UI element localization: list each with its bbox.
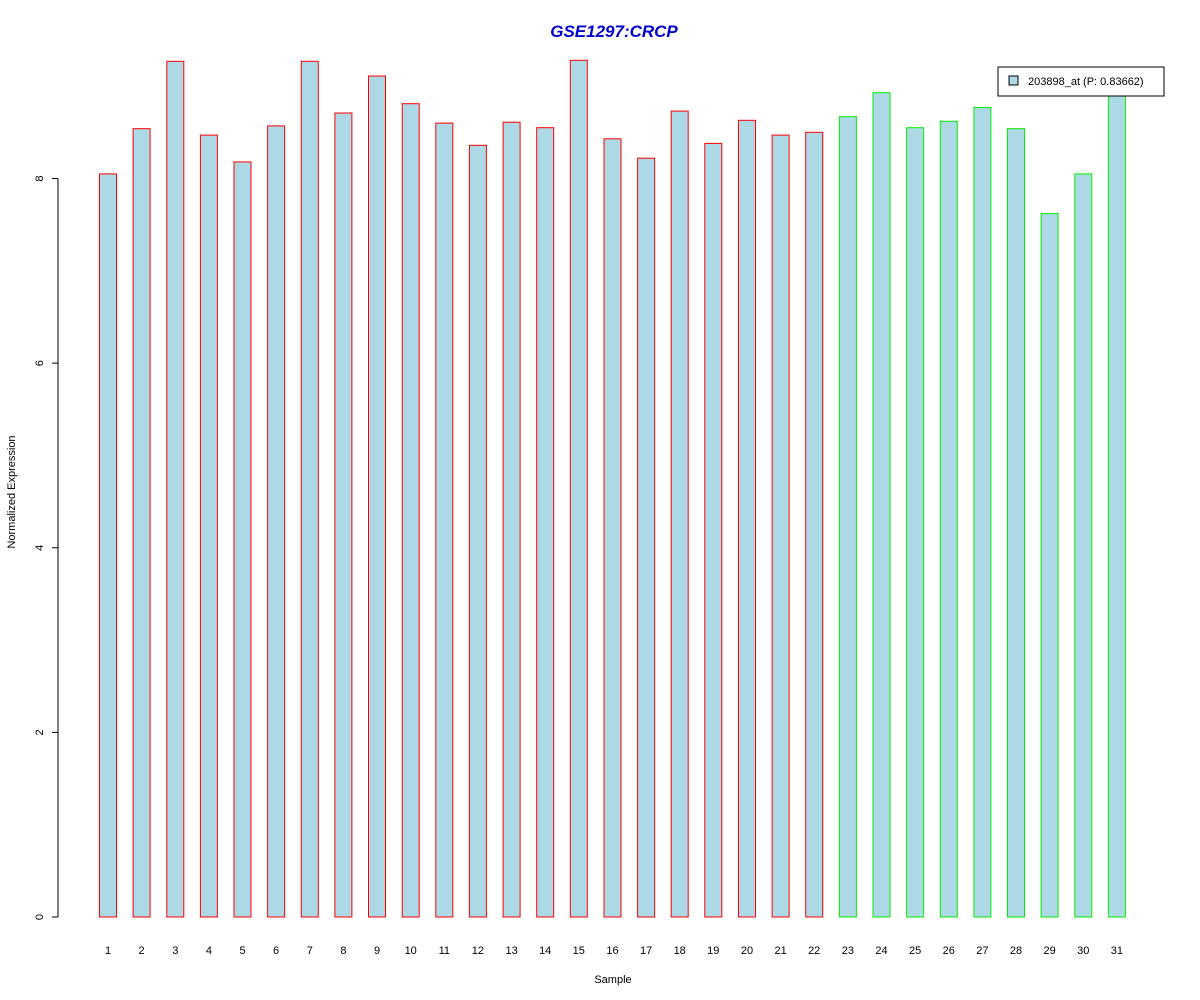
x-tick-label: 10 [405,945,417,957]
bar-sample-17 [637,157,656,918]
y-tick-label: 0 [34,914,46,920]
x-tick-label: 1 [105,945,111,957]
bar-sample-28 [1007,128,1025,918]
bar-sample-21 [771,134,790,918]
x-tick-label: 8 [340,945,346,957]
bar-sample-24 [872,92,891,918]
legend-entry-label: 203898_at (P: 0.83662) [1028,76,1144,88]
bar-sample-22 [805,131,824,918]
x-tick-label: 26 [943,945,955,957]
x-tick-label: 29 [1043,945,1055,957]
x-tick-label: 5 [239,945,245,957]
bar-sample-4 [199,134,218,918]
x-tick-label: 30 [1077,945,1089,957]
bar-sample-16 [603,138,622,918]
bar-sample-6 [267,125,286,918]
x-tick-label: 2 [139,945,145,957]
bar-sample-31 [1107,88,1126,918]
bars [99,59,1126,918]
x-tick-label: 27 [976,945,988,957]
x-tick-label: 9 [374,945,380,957]
x-tick-label: 12 [472,945,484,957]
y-tick-label: 8 [34,175,46,181]
bar-sample-7 [300,60,319,918]
legend-box [997,66,1165,97]
x-tick-label: 28 [1010,945,1022,957]
x-tick-label: 11 [439,945,450,957]
bar-sample-14 [536,127,555,918]
y-tick-label: 6 [34,360,46,366]
bar-sample-5 [233,161,252,918]
legend-swatch [1008,75,1019,86]
x-tick-label: 19 [707,945,719,957]
x-tick-label: 16 [606,945,618,957]
bar-sample-18 [670,110,689,918]
x-tick-label: 20 [741,945,753,957]
bar-sample-10 [401,103,420,918]
x-tick-label: 14 [539,945,551,957]
bar-sample-11 [435,122,454,918]
x-tick-label: 15 [573,945,585,957]
x-tick-label: 18 [674,945,686,957]
x-tick-labels: 1 2 3 4 5 6 7 8 9 10 11 12 13 14 15 16 17 18 19 20 21 22 23 24 2… [105,945,1123,957]
bar-sample-1 [99,173,117,918]
bar-sample-25 [906,127,925,918]
x-tick-label: 3 [172,945,178,957]
x-tick-label: 25 [909,945,921,957]
y-tick-label: 4 [34,545,46,551]
bar-sample-13 [502,121,521,918]
bar-sample-3 [166,60,185,918]
chart-title: GSE1297:CRCP [550,22,678,41]
x-tick-label: 23 [842,945,854,957]
bar-sample-15 [569,59,588,918]
x-tick-label: 24 [875,945,887,957]
bar-sample-9 [368,75,386,918]
x-axis-label: Sample [594,974,631,986]
x-tick-label: 31 [1111,945,1123,957]
bar-sample-2 [132,128,151,918]
legend: 203898_at (P: 0.83662) [997,66,1165,97]
y-axis-label: Normalized Expression [6,435,18,548]
bar-sample-12 [468,144,487,918]
x-tick-label: 22 [808,945,820,957]
x-tick-label: 6 [273,945,279,957]
y-tick-label: 2 [34,729,46,735]
y-axis: 0 2 4 6 8 [34,175,59,920]
x-tick-label: 4 [206,945,212,957]
bar-sample-19 [704,142,723,918]
x-tick-label: 13 [505,945,517,957]
x-tick-label: 7 [307,945,313,957]
bar-sample-23 [838,116,857,918]
bar-sample-26 [939,120,958,918]
bar-sample-29 [1040,213,1059,918]
bar-sample-30 [1074,173,1093,918]
bar-sample-8 [334,112,353,918]
bar-sample-27 [973,106,992,918]
x-tick-label: 21 [774,945,786,957]
bar-sample-20 [738,119,756,918]
x-tick-label: 17 [640,945,652,957]
